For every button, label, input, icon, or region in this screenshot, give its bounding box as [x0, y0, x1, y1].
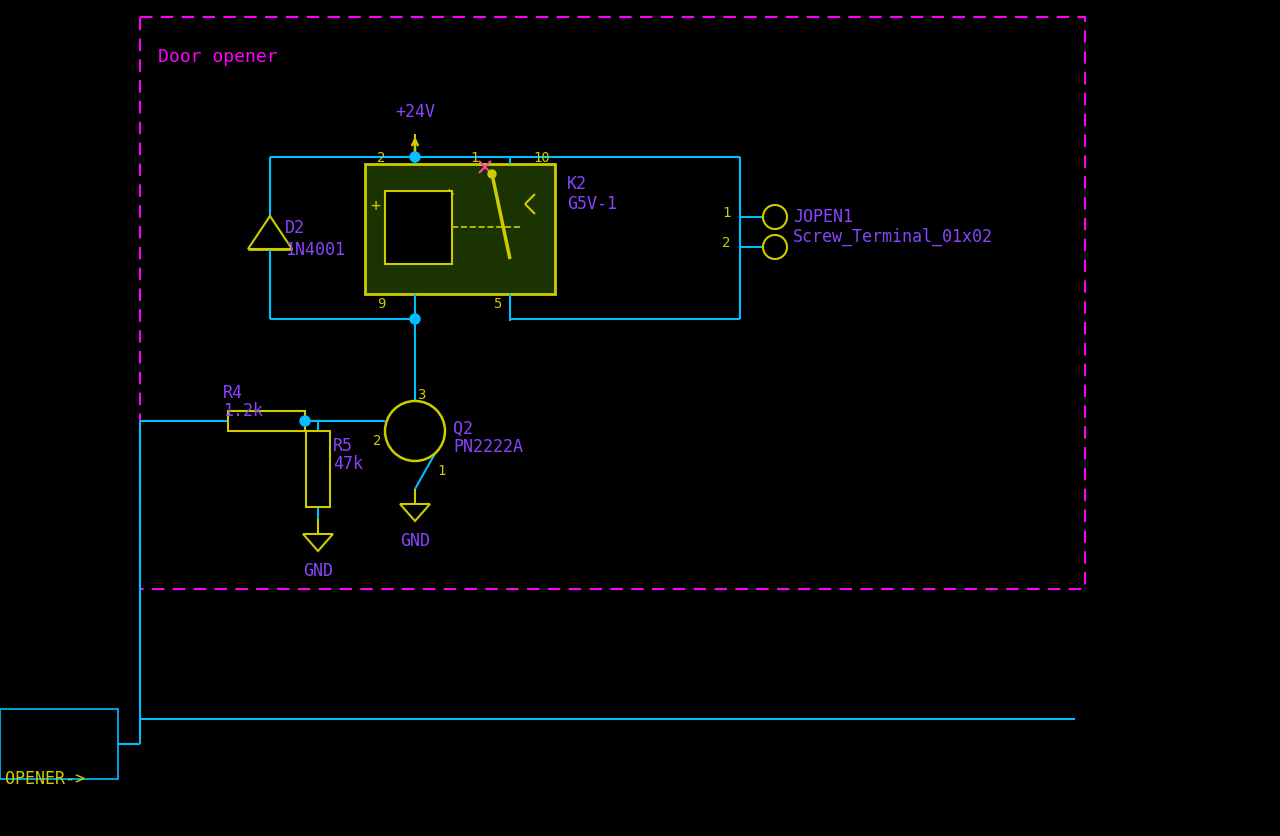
Text: 1.2k: 1.2k — [223, 401, 262, 420]
Text: JOPEN1: JOPEN1 — [794, 208, 852, 226]
Text: +: + — [370, 196, 380, 215]
Text: 1: 1 — [722, 206, 731, 220]
Bar — [306, 431, 330, 507]
Bar — [365, 165, 556, 294]
Text: 5: 5 — [493, 297, 502, 311]
Text: 2: 2 — [722, 236, 731, 250]
Polygon shape — [399, 504, 430, 522]
Text: 1N4001: 1N4001 — [285, 241, 346, 258]
Text: 2: 2 — [372, 434, 381, 447]
Text: 47k: 47k — [333, 455, 364, 472]
Text: R4: R4 — [223, 384, 243, 401]
Text: D2: D2 — [285, 219, 305, 237]
Polygon shape — [248, 217, 292, 250]
Circle shape — [763, 236, 787, 260]
Circle shape — [385, 401, 445, 461]
Text: 1: 1 — [470, 150, 479, 165]
Circle shape — [488, 171, 497, 179]
Text: 9: 9 — [378, 297, 385, 311]
Text: PN2222A: PN2222A — [453, 437, 524, 456]
Polygon shape — [303, 534, 333, 551]
Text: Door opener: Door opener — [157, 48, 278, 66]
Text: +24V: +24V — [396, 103, 435, 121]
Circle shape — [763, 206, 787, 230]
Text: 1: 1 — [436, 463, 445, 477]
Text: R5: R5 — [333, 436, 353, 455]
Bar — [0, 709, 118, 779]
Circle shape — [300, 416, 310, 426]
Circle shape — [410, 153, 420, 163]
Text: G5V-1: G5V-1 — [567, 195, 617, 212]
Bar — [228, 411, 305, 431]
Text: 3: 3 — [417, 388, 425, 401]
Text: OPENER->: OPENER-> — [5, 769, 84, 787]
Text: Q2: Q2 — [453, 420, 474, 437]
Text: GND: GND — [399, 532, 430, 549]
Bar — [140, 18, 1085, 589]
Text: GND: GND — [303, 561, 333, 579]
Text: Screw_Terminal_01x02: Screw_Terminal_01x02 — [794, 227, 993, 246]
Bar — [385, 191, 452, 265]
Text: K2: K2 — [567, 175, 588, 193]
Circle shape — [410, 314, 420, 324]
Text: 2: 2 — [378, 150, 385, 165]
Text: 10: 10 — [532, 150, 549, 165]
